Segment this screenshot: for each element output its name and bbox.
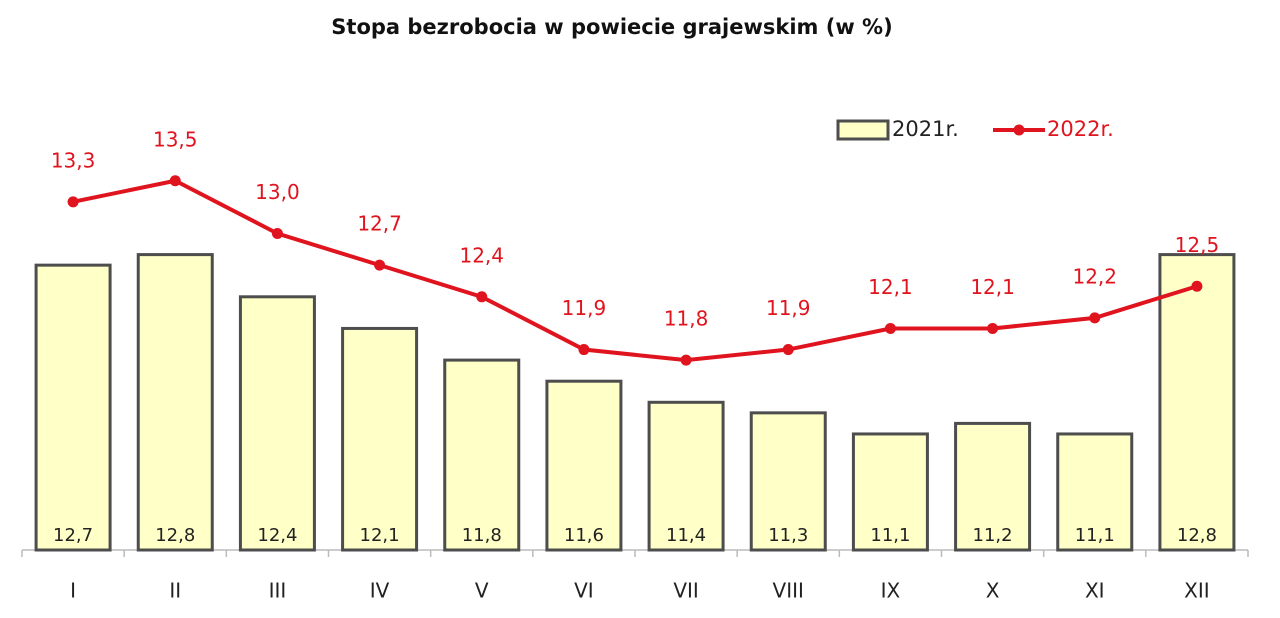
bar	[647, 400, 725, 552]
line	[72, 178, 1198, 363]
x-tick-label: VII	[673, 579, 698, 603]
line-point	[271, 228, 283, 239]
bar-value-label: 12,7	[53, 525, 93, 546]
bar-value-label: 12,4	[257, 525, 297, 546]
line-point	[476, 291, 488, 303]
bar	[954, 421, 1032, 552]
legend-marker	[1013, 124, 1025, 136]
bar-value-label: 11,4	[666, 525, 706, 546]
line-value-label: 12,7	[357, 212, 402, 236]
line-point	[578, 344, 590, 356]
bar	[1158, 253, 1236, 552]
bar	[238, 295, 316, 552]
bar-value-label: 11,1	[870, 525, 910, 546]
line-value-label: 13,5	[153, 127, 198, 151]
bar	[749, 411, 827, 552]
line-point	[987, 322, 999, 334]
line-value-label: 13,0	[255, 180, 300, 204]
bar-value-label: 11,2	[973, 525, 1013, 546]
line-value-label: 12,2	[1072, 264, 1117, 288]
x-tick-label: VIII	[773, 579, 804, 603]
line-value-label: 13,3	[51, 148, 96, 172]
x-tick-label: V	[475, 579, 489, 603]
line-value-label: 11,9	[562, 296, 607, 320]
bar-value-label: 12,1	[360, 525, 400, 546]
bar	[136, 253, 214, 552]
bar-value-label: 11,3	[768, 525, 808, 546]
line-point	[169, 175, 181, 187]
bar-value-label: 11,8	[462, 525, 502, 546]
bar	[341, 326, 419, 552]
line-value-label: 11,8	[664, 307, 709, 331]
bar-value-label: 11,6	[564, 525, 604, 546]
legend-label: 2022r.	[1047, 117, 1114, 141]
x-tick-label: X	[986, 579, 1000, 603]
x-tick-label: I	[70, 579, 76, 603]
bar	[443, 358, 521, 552]
line-point	[884, 322, 896, 334]
line-value-label: 12,5	[1175, 233, 1220, 257]
line-point	[782, 344, 794, 356]
line-point	[680, 354, 692, 366]
line-point	[374, 259, 386, 271]
bar-value-label: 12,8	[1177, 525, 1217, 546]
bar	[545, 379, 623, 552]
line-point	[1089, 312, 1101, 324]
bar-value-label: 12,8	[155, 525, 195, 546]
line-point	[67, 196, 79, 208]
legend-swatch	[836, 119, 890, 141]
x-tick-label: XI	[1085, 579, 1105, 603]
bar-value-label: 11,1	[1075, 525, 1115, 546]
x-tick-label: VI	[574, 579, 594, 603]
x-tick-label: IX	[881, 579, 901, 603]
x-tick-label: IV	[370, 579, 390, 603]
chart-title: Stopa bezrobocia w powiecie grajewskim (…	[331, 15, 892, 39]
line-value-label: 11,9	[766, 296, 811, 320]
line-point	[1191, 280, 1203, 292]
line-value-label: 12,4	[459, 243, 504, 267]
bar	[34, 263, 112, 552]
x-tick-label: XII	[1184, 579, 1210, 603]
bar	[851, 432, 929, 552]
bar	[1056, 432, 1134, 552]
x-tick-label: III	[269, 579, 287, 603]
line-value-label: 12,1	[868, 275, 913, 299]
x-tick-label: II	[169, 579, 181, 603]
legend-label: 2021r.	[892, 117, 959, 141]
line-value-label: 12,1	[970, 275, 1015, 299]
